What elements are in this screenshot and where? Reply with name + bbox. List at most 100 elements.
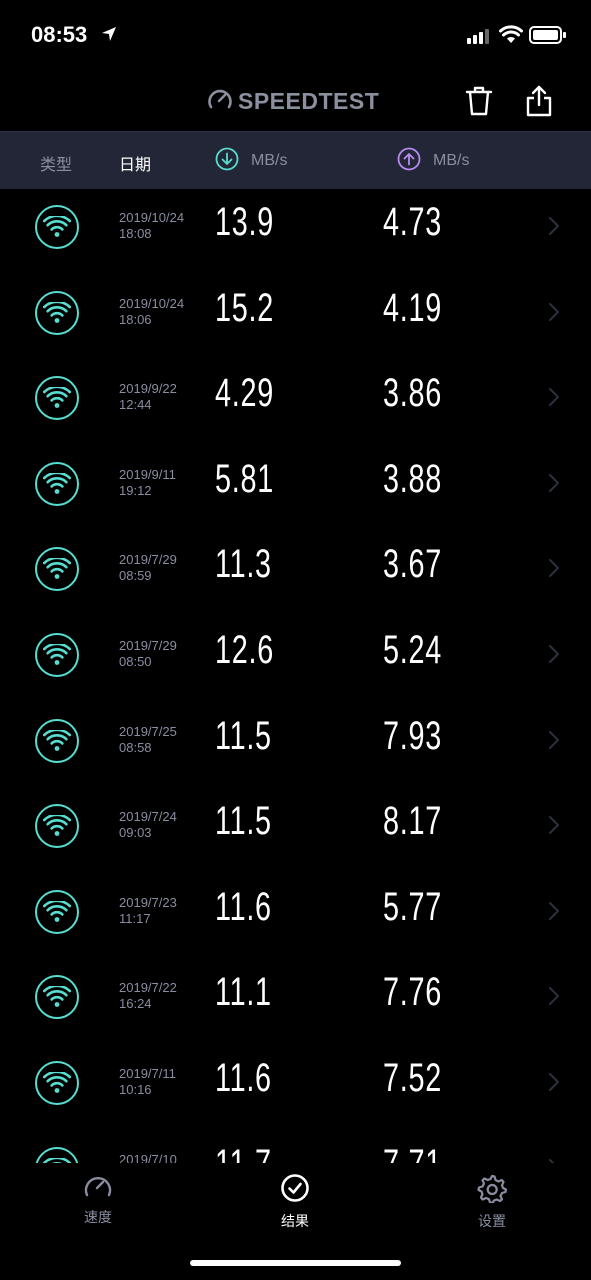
- wifi-connection-icon: [35, 376, 79, 421]
- result-date: 2019/9/22: [119, 381, 177, 397]
- home-indicator: [190, 1260, 401, 1266]
- result-datetime: 2019/9/11 19:12: [119, 467, 176, 499]
- wifi-connection-icon: [35, 718, 79, 763]
- result-row[interactable]: 2019/10/24 18:08 13.9 4.73: [0, 188, 591, 274]
- sort-by-download[interactable]: MB/s: [215, 147, 287, 175]
- download-value: 11.7: [215, 1142, 272, 1163]
- check-circle-icon: [280, 1174, 310, 1207]
- chevron-right-icon: [548, 901, 560, 925]
- sort-by-type[interactable]: 类型: [40, 155, 73, 174]
- result-datetime: 2019/7/23 11:17: [119, 895, 177, 927]
- wifi-connection-icon: [35, 205, 79, 249]
- result-date: 2019/7/29: [119, 552, 177, 568]
- battery-icon: [529, 25, 567, 49]
- column-header: 类型 日期 MB/s MB/s: [0, 131, 591, 189]
- result-time: 19:12: [119, 482, 152, 498]
- download-unit: MB/s: [251, 152, 288, 169]
- chevron-right-icon: [548, 1158, 560, 1163]
- speedometer-icon: [83, 1177, 113, 1203]
- download-value: 11.1: [215, 970, 272, 1015]
- chevron-right-icon: [548, 558, 560, 582]
- upload-value: 4.19: [383, 285, 442, 330]
- wifi-connection-icon: [35, 1146, 79, 1163]
- download-icon: [215, 147, 239, 175]
- chevron-right-icon: [548, 302, 560, 326]
- result-time: 08:58: [119, 739, 152, 755]
- result-time: 10:16: [119, 1082, 152, 1097]
- result-datetime: 2019/9/22 12:44: [119, 381, 177, 413]
- result-row[interactable]: 2019/7/29 08:50 12.6 5.24: [0, 616, 591, 702]
- gear-icon: [477, 1174, 508, 1207]
- download-value: 12.6: [215, 628, 274, 672]
- wifi-connection-icon: [35, 975, 79, 1020]
- result-date: 2019/10/24: [119, 210, 185, 225]
- location-arrow-icon: [101, 26, 117, 46]
- wifi-connection-icon: [35, 461, 79, 506]
- result-date: 2019/7/29: [119, 638, 177, 653]
- result-row[interactable]: 2019/9/22 12:44 4.29 3.86: [0, 359, 591, 445]
- result-datetime: 2019/10/24 18:06: [119, 296, 184, 328]
- result-row[interactable]: 2019/7/23 11:17 11.6 5.77: [0, 873, 591, 959]
- results-list[interactable]: 2019/10/24 18:08 13.9 4.73 2019/10/24 18:06 15…: [0, 188, 591, 1163]
- tab-results[interactable]: 结果: [255, 1173, 335, 1231]
- delete-button[interactable]: [465, 86, 493, 116]
- result-datetime: 2019/7/25 08:58: [119, 724, 177, 756]
- download-value: 11.6: [215, 884, 272, 929]
- share-icon: [526, 85, 552, 117]
- result-time: 11:17: [119, 910, 151, 926]
- chevron-right-icon: [548, 387, 560, 411]
- wifi-connection-icon: [35, 889, 79, 934]
- upload-value: 5.24: [383, 628, 442, 672]
- download-value: 15.2: [215, 285, 274, 330]
- chevron-right-icon: [548, 730, 560, 754]
- status-time: 08:53: [31, 22, 88, 47]
- upload-value: 7.52: [383, 1056, 442, 1100]
- tab-results-label: 结果: [281, 1214, 309, 1230]
- result-date: 2019/7/23: [119, 894, 177, 910]
- result-row[interactable]: 2019/7/24 09:03 11.5 8.17: [0, 787, 591, 873]
- result-date: 2019/9/11: [119, 466, 176, 482]
- sort-by-upload[interactable]: MB/s: [397, 147, 469, 175]
- result-date: 2019/10/24: [119, 295, 185, 311]
- result-row[interactable]: 2019/7/11 10:16 11.6 7.52: [0, 1044, 591, 1130]
- tab-settings[interactable]: 设置: [452, 1173, 532, 1231]
- result-date: 2019/7/10: [119, 1151, 177, 1163]
- gauge-icon: [207, 88, 233, 114]
- chevron-right-icon: [548, 216, 560, 240]
- result-date: 2019/7/11: [119, 1066, 176, 1081]
- chevron-right-icon: [548, 644, 560, 668]
- tab-speed[interactable]: 速度: [58, 1173, 138, 1227]
- result-row[interactable]: 2019/7/25 08:58 11.5 7.93: [0, 702, 591, 788]
- result-time: 12:44: [119, 397, 152, 413]
- result-datetime: 2019/7/11 10:16: [119, 1066, 176, 1098]
- download-value: 11.6: [215, 1056, 272, 1100]
- download-value: 5.81: [215, 456, 274, 501]
- nav-bar: SPEEDTEST: [0, 70, 591, 130]
- result-row[interactable]: 2019/9/11 19:12 5.81 3.88: [0, 445, 591, 531]
- upload-value: 8.17: [383, 799, 442, 844]
- chevron-right-icon: [548, 815, 560, 839]
- wifi-status-icon: [499, 25, 523, 49]
- logo-text: SPEEDTEST: [238, 87, 380, 114]
- chevron-right-icon: [548, 986, 560, 1010]
- result-row[interactable]: 2019/10/24 18:06 15.2 4.19: [0, 274, 591, 360]
- result-datetime: 2019/7/10: [119, 1152, 177, 1163]
- wifi-connection-icon: [35, 1061, 79, 1105]
- result-row[interactable]: 2019/7/29 08:59 11.3 3.67: [0, 530, 591, 616]
- chevron-right-icon: [548, 473, 560, 497]
- result-datetime: 2019/7/29 08:59: [119, 552, 177, 584]
- download-value: 4.29: [215, 371, 274, 416]
- result-date: 2019/7/22: [119, 980, 177, 996]
- result-row[interactable]: 2019/7/10 11.7 7.71: [0, 1130, 591, 1163]
- result-datetime: 2019/7/24 09:03: [119, 809, 177, 841]
- share-button[interactable]: [526, 85, 552, 117]
- result-time: 18:08: [119, 226, 152, 241]
- result-time: 09:03: [119, 825, 152, 841]
- status-bar: 08:53: [0, 0, 591, 70]
- chevron-right-icon: [548, 1072, 560, 1096]
- result-date: 2019/7/25: [119, 723, 177, 739]
- trash-icon: [465, 86, 493, 116]
- result-row[interactable]: 2019/7/22 16:24 11.1 7.76: [0, 958, 591, 1044]
- sort-by-date[interactable]: 日期: [119, 155, 152, 174]
- download-value: 11.5: [215, 799, 272, 844]
